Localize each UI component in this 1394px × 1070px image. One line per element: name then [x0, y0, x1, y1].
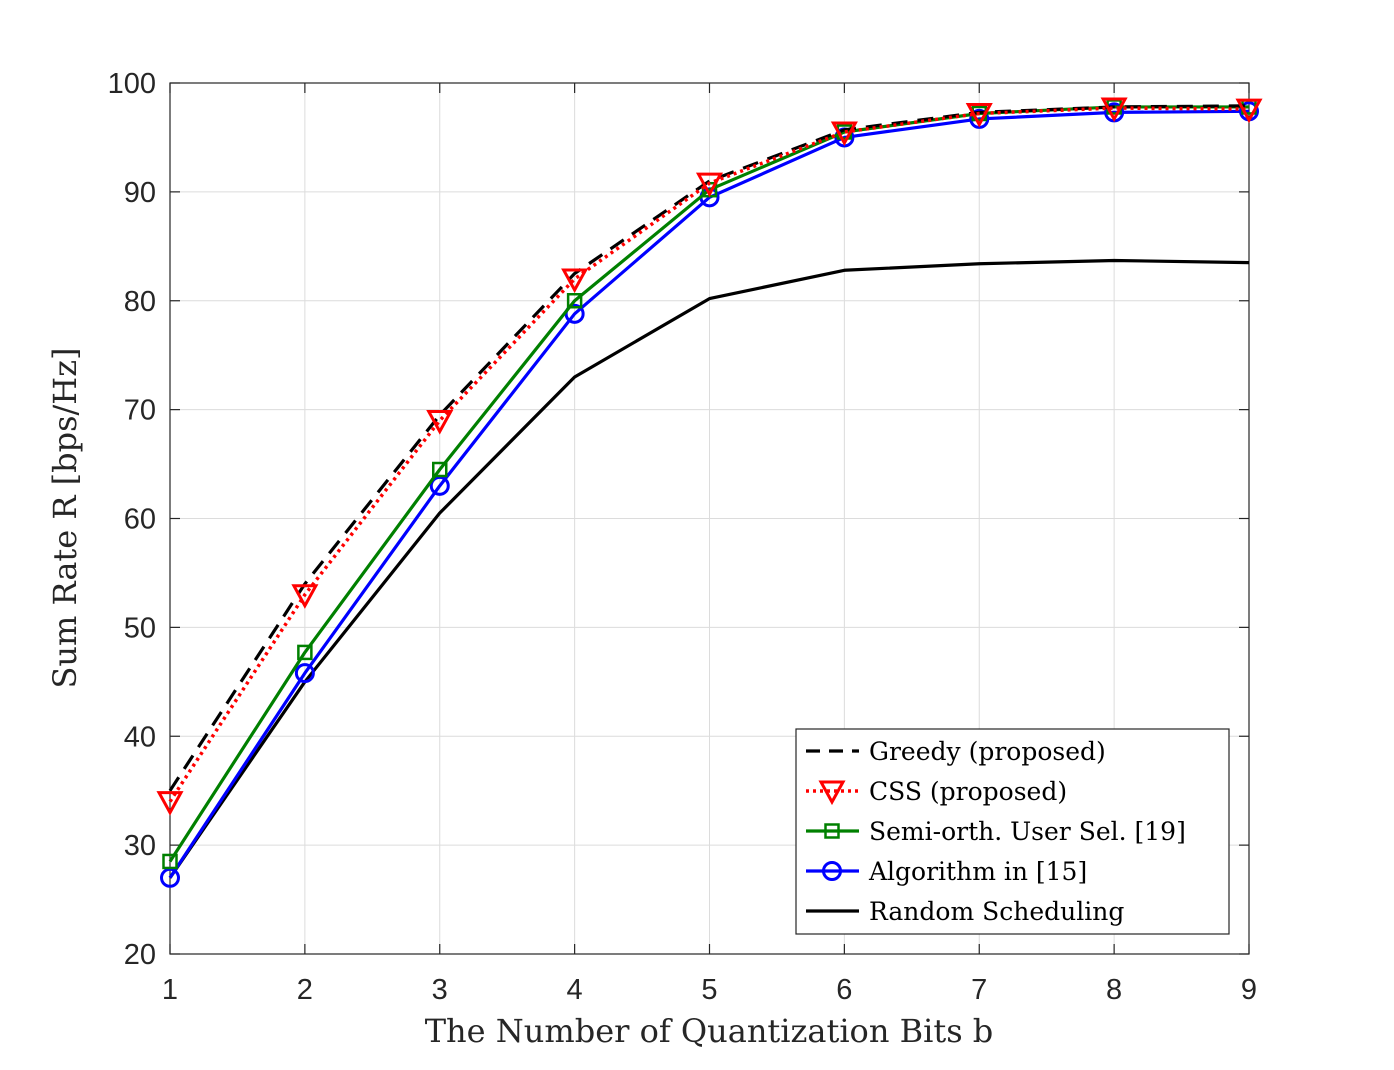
series-random-scheduling — [168, 258, 1250, 879]
y-tick-label: 60 — [124, 504, 156, 536]
legend-label: Semi-orth. User Sel. [19] — [869, 817, 1186, 846]
legend-entry: Greedy (proposed) — [806, 737, 1106, 766]
legend-box — [795, 728, 1230, 935]
x-tick-label: 5 — [701, 974, 717, 1006]
y-tick-label: 100 — [108, 68, 156, 100]
legend-marker-swatch — [818, 780, 846, 806]
legend-label: Algorithm in [15] — [868, 857, 1087, 886]
data-point-marker — [1235, 98, 1263, 124]
legend-label: Random Scheduling — [869, 897, 1124, 926]
series-greedy-proposed — [168, 104, 1250, 792]
y-tick-label: 50 — [124, 612, 156, 644]
data-point-marker — [162, 853, 178, 870]
y-axis-title: Sum Rate R [bps/Hz] — [46, 347, 84, 688]
legend-marker-swatch — [822, 861, 842, 881]
data-point-marker — [160, 867, 180, 888]
y-tick-label: 70 — [124, 395, 156, 427]
series-line — [168, 104, 1250, 792]
series-css-proposed — [156, 97, 1263, 816]
data-point-marker — [156, 791, 184, 816]
series-line — [168, 106, 1250, 803]
x-tick-label: 7 — [971, 974, 987, 1006]
data-point-marker — [294, 663, 315, 684]
legend-entry: CSS (proposed) — [806, 777, 1067, 806]
legend-entry: Algorithm in [15] — [806, 857, 1087, 886]
x-tick-label: 4 — [567, 974, 583, 1006]
plot-series — [156, 97, 1263, 888]
data-point-marker — [426, 410, 454, 435]
legend-marker-swatch — [824, 823, 840, 839]
axis-ticks: 1 2 3 4 5 6 7 8 9 20 30 40 50 60 70 80 90 100 — [108, 68, 1257, 1006]
y-tick-label: 20 — [124, 939, 156, 971]
legend-entry: Random Scheduling — [806, 897, 1124, 926]
x-axis-title: The Number of Quantization Bits b — [425, 1012, 994, 1050]
y-tick-label: 80 — [124, 286, 156, 318]
legend: Greedy (proposed) CSS (proposed) Semi-orth… — [795, 728, 1230, 935]
y-tick-label: 30 — [124, 830, 156, 862]
x-tick-label: 6 — [836, 974, 852, 1006]
data-point-marker — [566, 293, 583, 309]
y-tick-label: 90 — [124, 177, 156, 209]
legend-label: CSS (proposed) — [869, 777, 1067, 806]
data-point-marker — [432, 461, 448, 478]
data-point-marker — [297, 644, 313, 661]
data-point-marker — [1100, 97, 1128, 123]
series-line — [168, 258, 1250, 879]
legend-entry: Semi-orth. User Sel. [19] — [806, 817, 1186, 846]
data-point-marker — [830, 121, 858, 147]
x-tick-label: 3 — [432, 974, 448, 1006]
data-point-marker — [695, 172, 724, 198]
data-point-marker — [429, 475, 450, 496]
x-tick-label: 8 — [1106, 974, 1122, 1006]
y-tick-label: 40 — [124, 721, 156, 753]
data-point-marker — [291, 584, 319, 609]
x-axis-label: The Number of Quantization Bits b — [425, 1012, 994, 1050]
x-tick-label: 1 — [162, 974, 178, 1006]
x-tick-label: 9 — [1241, 974, 1257, 1006]
legend-label: Greedy (proposed) — [869, 737, 1106, 766]
data-point-marker — [561, 268, 589, 294]
x-tick-label: 2 — [297, 974, 313, 1006]
y-axis-label: Sum Rate R [bps/Hz] — [46, 347, 84, 688]
data-point-marker — [965, 102, 993, 128]
